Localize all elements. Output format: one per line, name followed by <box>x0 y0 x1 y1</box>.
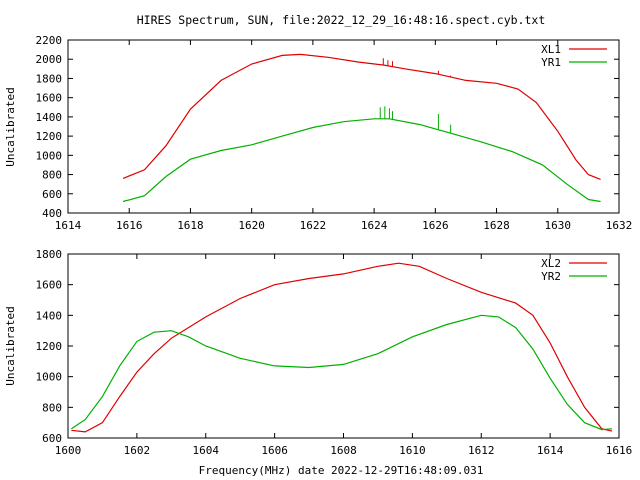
bottom-plot-frame <box>67 253 620 439</box>
bottom-plot-xtick-label: 1604 <box>193 444 220 457</box>
top-plot-xtick-label: 1632 <box>606 219 633 232</box>
top-plot-ytick-label: 400 <box>42 207 62 220</box>
bottom-plot-xtick-label: 1614 <box>537 444 564 457</box>
bottom-plot-ticks: 1600 1602 1604 1606 1608 1610 1612 1614 1616 600 8… <box>36 248 633 457</box>
top-plot-xtick-label: 1630 <box>545 219 572 232</box>
top-plot-xtick-label: 1628 <box>483 219 510 232</box>
top-plot-ytick-label: 2200 <box>36 34 63 47</box>
bottom-plot-ytick-label: 1000 <box>36 371 63 384</box>
bottom-plot: Uncalibrated 1600 1602 1604 1606 1608 1610 161… <box>4 248 632 457</box>
top-plot-xtick-label: 1620 <box>238 219 265 232</box>
top-plot-xtick-label: 1614 <box>55 219 82 232</box>
bottom-plot-xtick-label: 1616 <box>606 444 633 457</box>
top-plot-ytick-label: 800 <box>42 169 62 182</box>
series-line-YR2 <box>71 314 613 431</box>
top-plot: Uncalibrated 1614 1616 1618 1620 1622 1624 162… <box>4 34 632 232</box>
bottom-plot-ytick-label: 600 <box>42 432 62 445</box>
top-plot-ytick-label: 1200 <box>36 130 63 143</box>
top-plot-ytick-label: 1400 <box>36 111 63 124</box>
legend-label-YR2: YR2 <box>541 270 561 283</box>
top-plot-ylabel: Uncalibrated <box>4 87 17 166</box>
bottom-plot-ytick-label: 1200 <box>36 340 63 353</box>
top-plot-ytick-label: 2000 <box>36 53 63 66</box>
bottom-plot-xtick-label: 1600 <box>55 444 82 457</box>
series-line-XL1 <box>122 53 601 180</box>
top-plot-xtick-label: 1626 <box>422 219 449 232</box>
x-axis-label: Frequency(MHz) date 2022-12-29T16:48:09.… <box>199 464 484 477</box>
top-plot-xtick-label: 1622 <box>300 219 327 232</box>
top-plot-ytick-label: 1800 <box>36 72 63 85</box>
bottom-plot-series <box>71 262 613 433</box>
bottom-plot-xtick-label: 1610 <box>399 444 426 457</box>
top-plot-series <box>122 53 601 203</box>
top-plot-ticks: 1614 1616 1618 1620 1622 1624 1626 1628 1630 1632… <box>36 34 633 232</box>
series-line-XL2 <box>71 262 613 433</box>
bottom-plot-xtick-label: 1608 <box>330 444 357 457</box>
legend-label-XL2: XL2 <box>541 257 561 270</box>
chart-title: HIRES Spectrum, SUN, file:2022_12_29_16:… <box>137 13 546 27</box>
bottom-plot-xtick-label: 1612 <box>468 444 495 457</box>
bottom-plot-ytick-label: 1600 <box>36 279 63 292</box>
bottom-plot-ytick-label: 1400 <box>36 309 63 322</box>
top-plot-ytick-label: 1000 <box>36 149 63 162</box>
bottom-plot-xtick-label: 1602 <box>124 444 151 457</box>
top-plot-ytick-label: 1600 <box>36 92 63 105</box>
legend-label-XL1: XL1 <box>541 43 561 56</box>
legend-label-YR1: YR1 <box>541 56 561 69</box>
top-plot-xtick-label: 1618 <box>177 219 204 232</box>
bottom-plot-ylabel: Uncalibrated <box>4 306 17 385</box>
bottom-plot-ytick-label: 800 <box>42 401 62 414</box>
bottom-plot-ytick-label: 1800 <box>36 248 63 261</box>
top-plot-xtick-label: 1624 <box>361 219 388 232</box>
top-plot-xtick-label: 1616 <box>116 219 143 232</box>
top-plot-ytick-label: 600 <box>42 188 62 201</box>
series-line-YR1 <box>122 118 601 203</box>
bottom-plot-xtick-label: 1606 <box>261 444 288 457</box>
top-plot-frame <box>67 39 620 214</box>
